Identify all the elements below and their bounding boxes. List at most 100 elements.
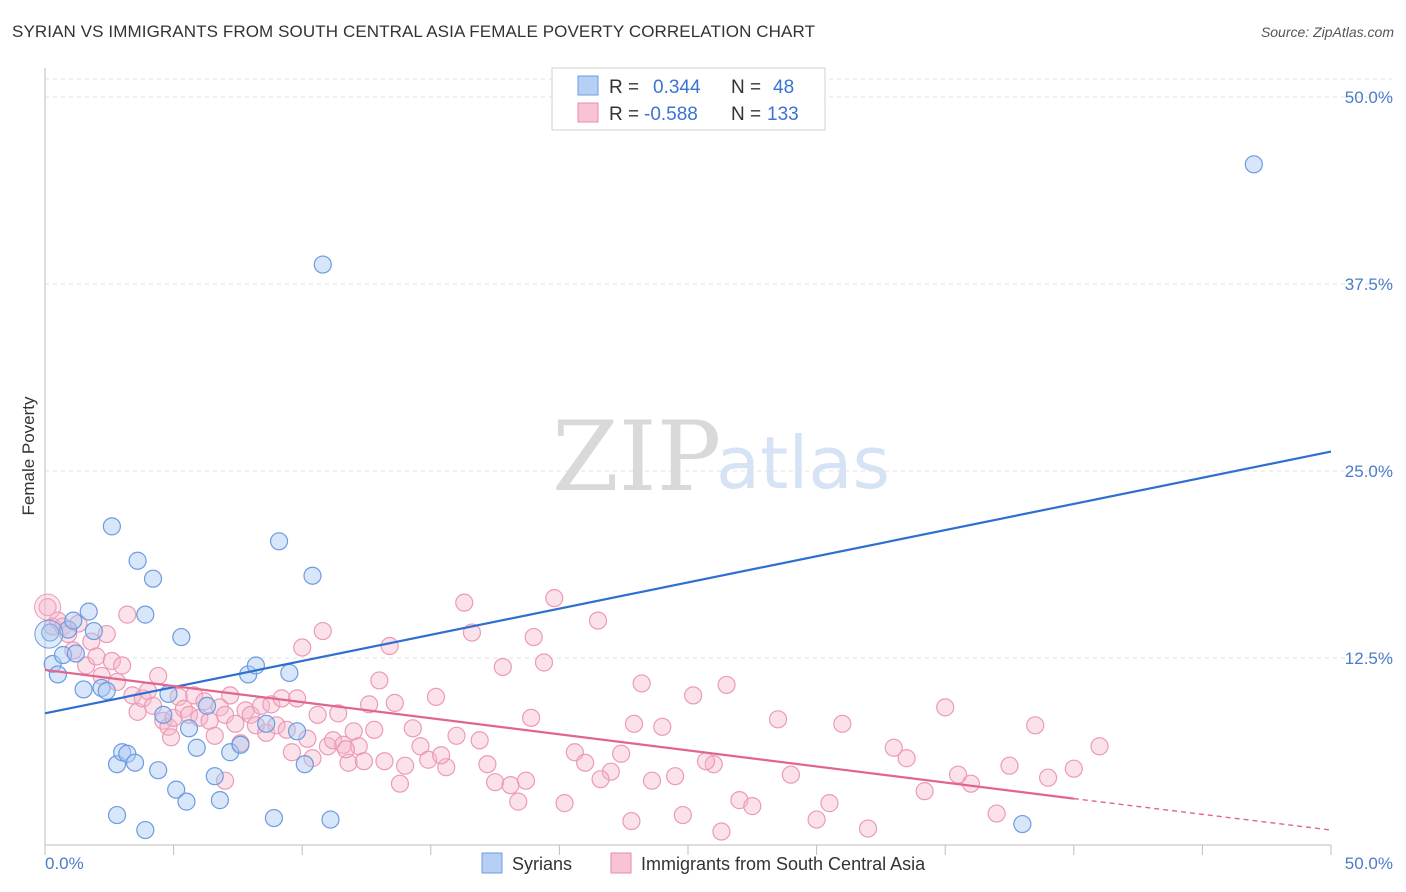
data-points (34, 155, 1263, 841)
immigrants-point-64 (370, 671, 389, 690)
immigrants-trend-line-extension (1073, 797, 1332, 831)
immigrants-point-73 (437, 758, 456, 777)
syrians-point-34 (257, 714, 276, 733)
immigrants-point-90 (588, 611, 608, 630)
syrians-point-24 (172, 627, 191, 647)
syrians-point-29 (210, 791, 229, 810)
syrians-point-12 (102, 517, 121, 536)
immigrants-point-117 (1038, 768, 1058, 787)
immigrants-point-27 (179, 705, 199, 724)
immigrants-point-49 (293, 638, 312, 657)
immigrants-point-66 (380, 636, 399, 656)
immigrants-point-85 (534, 653, 554, 672)
immigrants-point-55 (323, 731, 343, 750)
syrians-point-46 (1013, 814, 1032, 834)
syrians-point-36 (280, 663, 299, 683)
immigrants-point-93 (622, 811, 641, 831)
syrians-point-25 (179, 719, 199, 738)
syrians-point-38 (295, 755, 314, 774)
syrians-point-20 (149, 761, 168, 780)
stats-n-value-1: 48 (773, 77, 794, 98)
immigrants-point-130 (624, 714, 644, 733)
syrians-point-16 (125, 753, 145, 772)
immigrants-point-131 (161, 728, 181, 747)
immigrants-point-58 (339, 753, 358, 772)
y-axis-label: Female Poverty (19, 396, 38, 516)
stats-legend: R = 0.344 N = 48 R = -0.588 N = 133 (551, 67, 826, 131)
syrians-point-26 (187, 738, 206, 757)
immigrants-point-81 (501, 776, 520, 795)
immigrants-point-128 (336, 740, 356, 759)
immigrants-point-101 (717, 675, 736, 695)
x-tick-label-1: 50.0% (1345, 854, 1393, 873)
syrians-point-18 (136, 605, 155, 624)
grid-lines (45, 78, 1392, 659)
immigrants-point-106 (807, 810, 826, 829)
syrians-point-6 (66, 644, 85, 663)
stats-r-label-2: R = (609, 104, 639, 125)
immigrants-point-12 (102, 651, 121, 671)
immigrants-point-84 (524, 627, 543, 647)
immigrants-point-113 (961, 774, 981, 793)
immigrants-point-47 (282, 743, 302, 762)
immigrants-point-110 (897, 749, 916, 768)
immigrants-point-115 (1000, 756, 1019, 775)
immigrants-point-109 (884, 738, 903, 757)
immigrants-point-62 (359, 695, 379, 714)
immigrants-point-83 (516, 771, 536, 790)
immigrants-point-103 (743, 797, 762, 816)
immigrants-point-125 (712, 822, 731, 841)
immigrants-point-92 (612, 744, 631, 763)
immigrants-point-70 (411, 737, 430, 756)
immigrants-point-25 (169, 687, 188, 706)
immigrants-point-63 (365, 720, 384, 739)
immigrants-point-111 (936, 698, 955, 717)
immigrants-point-0 (38, 598, 57, 617)
immigrants-point-123 (591, 770, 610, 789)
syrians-point-47 (1244, 155, 1263, 174)
syrians-point-17 (128, 551, 147, 570)
immigrants-point-124 (696, 752, 716, 771)
immigrants-point-79 (486, 773, 505, 792)
series-legend-label-syrians: Syrians (512, 854, 572, 874)
syrians-point-5 (64, 611, 83, 630)
immigrants-point-17 (128, 702, 147, 721)
immigrants-point-68 (395, 756, 415, 775)
immigrants-point-72 (426, 687, 446, 706)
syrians-point-45 (264, 808, 284, 828)
syrians-point-4 (59, 620, 78, 639)
series-legend-swatch-syrians (481, 852, 503, 874)
immigrants-point-53 (313, 621, 332, 641)
x-tick-label-0: 0.0% (45, 854, 84, 873)
immigrants-point-74 (447, 726, 466, 745)
immigrants-point-96 (653, 717, 672, 736)
immigrants-point-126 (820, 794, 839, 813)
immigrants-point-36 (226, 714, 245, 733)
immigrants-point-large (34, 593, 62, 621)
syrians-point-23 (167, 780, 186, 799)
immigrants-point-23 (159, 717, 178, 736)
immigrants-point-61 (354, 752, 374, 771)
immigrants-point-105 (781, 765, 800, 784)
series-legend-label-immigrants: Immigrants from South Central Asia (641, 854, 926, 874)
immigrants-point-78 (478, 755, 497, 774)
syrians-point-9 (84, 621, 103, 641)
immigrants-point-82 (509, 792, 528, 811)
immigrants-point-56 (329, 704, 348, 723)
legend-swatch-immigrants (577, 102, 599, 123)
series-legend-swatch-immigrants (610, 852, 632, 874)
stats-r-value-2: -0.588 (644, 104, 698, 125)
syrians-point-0 (41, 623, 60, 642)
immigrants-point-54 (318, 737, 338, 756)
stats-r-value-1: 0.344 (653, 77, 701, 98)
immigrants-point-119 (1090, 737, 1109, 756)
syrians-point-19 (143, 569, 163, 588)
immigrants-point-75 (455, 593, 474, 612)
immigrants-point-120 (215, 771, 235, 790)
immigrants-point-121 (390, 774, 410, 793)
syrians-point-40 (313, 255, 332, 274)
syrians-point-39 (303, 566, 322, 585)
y-tick-label-2: 37.5% (1345, 275, 1393, 294)
syrians-point-43 (136, 820, 155, 840)
